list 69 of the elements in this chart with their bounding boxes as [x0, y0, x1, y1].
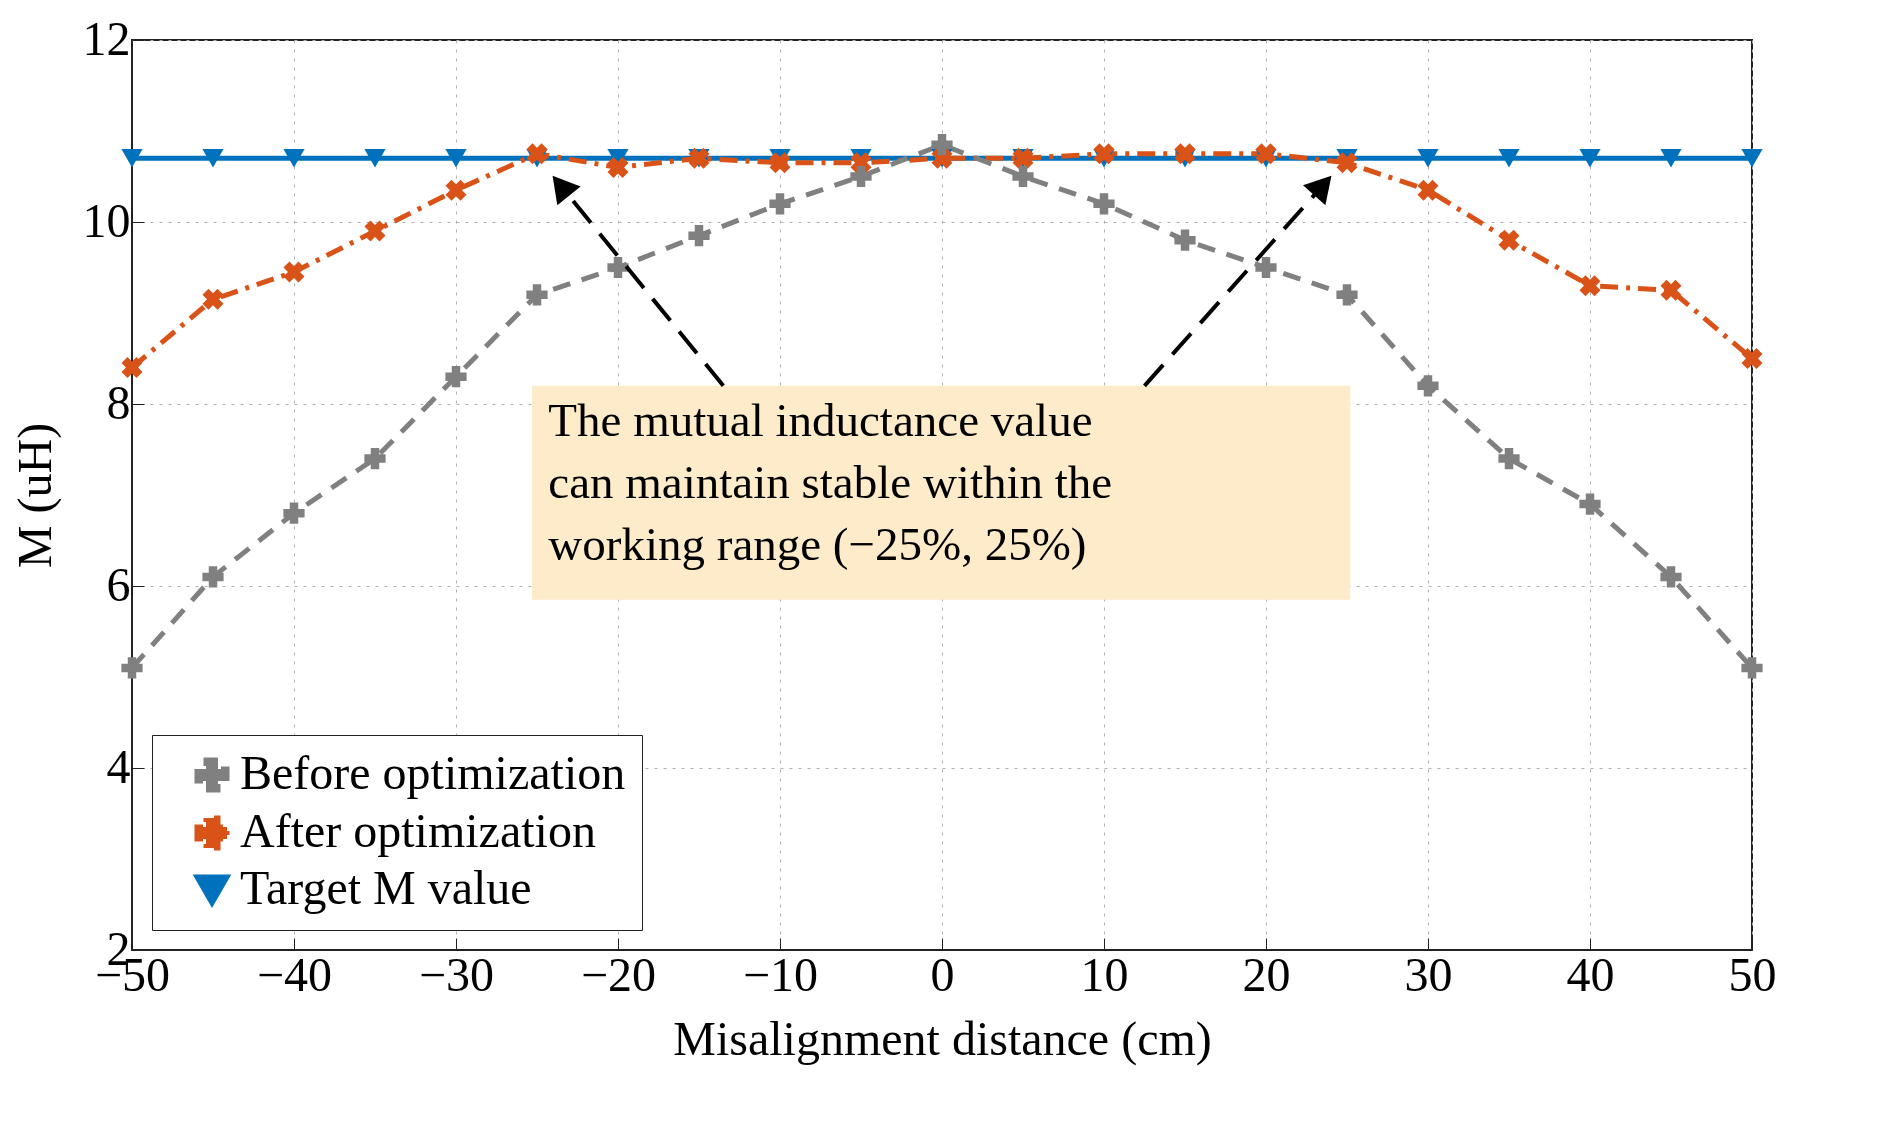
point [364, 220, 386, 242]
point [445, 366, 467, 388]
point [121, 357, 143, 379]
x-tick-label: −30 [418, 947, 495, 1001]
point [1255, 143, 1277, 165]
point [1093, 143, 1115, 165]
point [1012, 165, 1034, 188]
point [1741, 657, 1763, 679]
legend-label: Before optimization [240, 746, 626, 799]
point [364, 447, 386, 470]
point [931, 134, 953, 156]
y-tick-label: 10 [82, 193, 131, 247]
annotation: The mutual inductance value can maintain stable within the working range (−25%, 25%) [548, 394, 1113, 571]
point [202, 149, 224, 168]
point [607, 256, 629, 279]
point [1498, 447, 1520, 470]
point [1741, 348, 1763, 369]
point [1498, 149, 1520, 168]
point [283, 261, 305, 283]
point [1498, 229, 1520, 251]
point [769, 193, 791, 215]
point [526, 284, 548, 306]
point [121, 149, 143, 168]
point [1336, 284, 1358, 306]
x-tick-label: 20 [1242, 947, 1291, 1001]
point [1579, 149, 1601, 168]
point [445, 179, 467, 201]
y-tick-label: 6 [106, 557, 131, 611]
x-axis-title: Misalignment distance (cm) [673, 1011, 1212, 1066]
x-tick-label: 10 [1080, 947, 1129, 1001]
point [364, 149, 386, 168]
point [283, 149, 305, 168]
point [526, 143, 548, 165]
point [607, 156, 629, 178]
point [1093, 193, 1115, 215]
point [1255, 256, 1277, 279]
x-tick-label: 0 [930, 947, 955, 1001]
point [1417, 149, 1439, 168]
point [1336, 152, 1358, 174]
point [1417, 179, 1439, 201]
point [1579, 493, 1601, 515]
point [1417, 375, 1439, 397]
x-tick-label: −20 [580, 947, 657, 1001]
point [445, 149, 467, 168]
point [1174, 229, 1196, 251]
y-tick-label: 4 [106, 739, 131, 793]
point [1660, 149, 1682, 168]
point [283, 502, 305, 524]
legend-label: After optimization [240, 804, 596, 857]
point [850, 165, 872, 188]
point [769, 152, 791, 174]
point [202, 288, 224, 310]
legend-label: Target M value [240, 861, 532, 914]
point [1660, 279, 1682, 301]
x-tick-label: 40 [1566, 947, 1615, 1001]
y-tick-label: 12 [82, 11, 131, 65]
point [1741, 149, 1763, 168]
point [202, 566, 224, 588]
x-tick-label: 30 [1404, 947, 1453, 1001]
point [1174, 143, 1196, 165]
x-tick-label: 50 [1728, 947, 1777, 1001]
y-tick-label: 8 [106, 375, 131, 429]
point [688, 225, 710, 247]
point [1660, 566, 1682, 588]
y-axis-title: M (uH) [7, 422, 62, 569]
point [121, 657, 143, 679]
point [1579, 275, 1601, 297]
x-tick-label: −40 [256, 947, 333, 1001]
x-tick-label: −10 [742, 947, 819, 1001]
